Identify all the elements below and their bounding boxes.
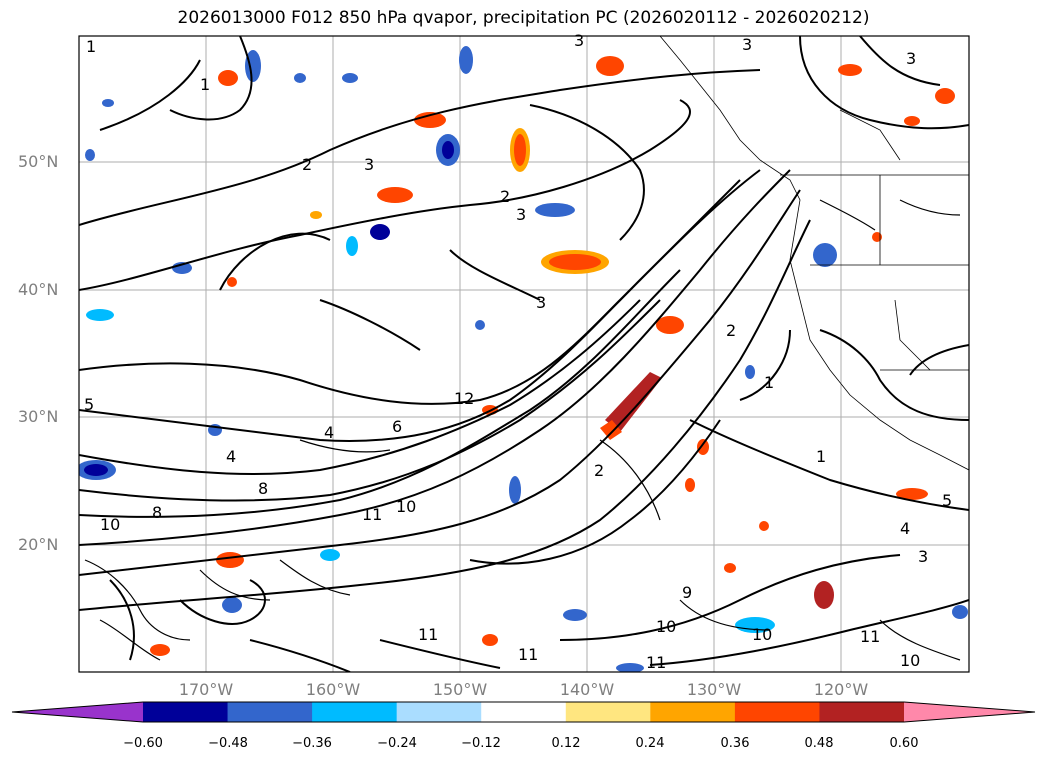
precip-negative — [79, 46, 968, 672]
lon-label: 120°W — [813, 680, 869, 699]
contour-label: 10 — [752, 625, 772, 644]
contour-label: 2 — [726, 321, 736, 340]
colorbar-tick: −0.48 — [208, 736, 248, 751]
contour-label: 3 — [536, 293, 546, 312]
lat-label: 30°N — [18, 407, 59, 426]
colorbar-segment — [819, 702, 905, 722]
lat-label: 40°N — [18, 280, 59, 299]
colorbar-tick: −0.12 — [461, 736, 501, 751]
colorbar-segments — [12, 702, 1035, 722]
colorbar — [11, 701, 1036, 723]
colorbar-segment — [396, 702, 482, 722]
contour-label: 3 — [742, 35, 752, 54]
contour-label: 8 — [152, 503, 162, 522]
contour-label: 4 — [324, 423, 334, 442]
colorbar-tick: −0.24 — [377, 736, 417, 751]
contour-label: 3 — [516, 205, 526, 224]
contour-label: 1 — [86, 37, 96, 56]
lon-label: 130°W — [686, 680, 742, 699]
contour-label: 1 — [764, 373, 774, 392]
colorbar-extend-low — [12, 702, 143, 722]
colorbar-tick: −0.36 — [292, 736, 332, 751]
coastlines — [659, 36, 969, 471]
colorbar-segment — [565, 702, 651, 722]
colorbar-segment — [734, 702, 820, 722]
contour-label: 11 — [518, 645, 538, 664]
colorbar-tick: 0.60 — [889, 736, 919, 751]
contour-label: 10 — [396, 497, 416, 516]
lat-label: 20°N — [18, 535, 59, 554]
contour-label: 5 — [84, 395, 94, 414]
contour-label: 3 — [918, 547, 928, 566]
contour-label: 2 — [500, 187, 510, 206]
contour-label: 5 — [942, 491, 952, 510]
contour-label: 9 — [682, 583, 692, 602]
precip-positive — [150, 56, 955, 656]
contour-label: 4 — [226, 447, 236, 466]
contour-label: 8 — [258, 479, 268, 498]
contour-label: 3 — [906, 49, 916, 68]
colorbar-segment — [143, 702, 229, 722]
colorbar-tick: 0.12 — [551, 736, 581, 751]
colorbar-tick: 0.48 — [804, 736, 834, 751]
contour-label: 2 — [594, 461, 604, 480]
moisture-contours-thin — [84, 199, 961, 661]
contour-label: 11 — [646, 653, 666, 672]
contour-labels: 1 1 1 1 2 2 2 2 3 3 3 3 3 3 3 4 4 4 5 5 … — [84, 31, 952, 672]
contour-label: 11 — [860, 627, 880, 646]
contour-label: 10 — [900, 651, 920, 670]
contour-label: 1 — [200, 75, 210, 94]
lon-label: 160°W — [305, 680, 361, 699]
contour-label: 11 — [362, 505, 382, 524]
contour-label: 1 — [816, 447, 826, 466]
colorbar-segment — [227, 702, 313, 722]
map-plot: 1 1 1 1 2 2 2 2 3 3 3 3 3 3 3 4 4 4 5 5 … — [78, 31, 970, 673]
colorbar-tick: 0.36 — [720, 736, 750, 751]
colorbar-segment — [481, 702, 567, 722]
lat-label: 50°N — [18, 152, 59, 171]
contour-label: 10 — [656, 617, 676, 636]
lon-label: 140°W — [559, 680, 615, 699]
moisture-contours — [79, 36, 969, 672]
contour-label: 6 — [392, 417, 402, 436]
contour-label: 12 — [454, 389, 474, 408]
colorbar-extend-high — [904, 702, 1035, 722]
lon-label: 150°W — [432, 680, 488, 699]
contour-label: 2 — [302, 155, 312, 174]
contour-label: 3 — [574, 31, 584, 50]
colorbar-tick: −0.60 — [123, 736, 163, 751]
colorbar-tick: 0.24 — [635, 736, 665, 751]
contour-label: 10 — [100, 515, 120, 534]
map-title: 2026013000 F012 850 hPa qvapor, precipit… — [177, 8, 870, 28]
contour-label: 3 — [364, 155, 374, 174]
contour-label: 11 — [418, 625, 438, 644]
colorbar-segment — [312, 702, 398, 722]
contour-label: 4 — [900, 519, 910, 538]
colorbar-segment — [650, 702, 736, 722]
lon-label: 170°W — [178, 680, 234, 699]
